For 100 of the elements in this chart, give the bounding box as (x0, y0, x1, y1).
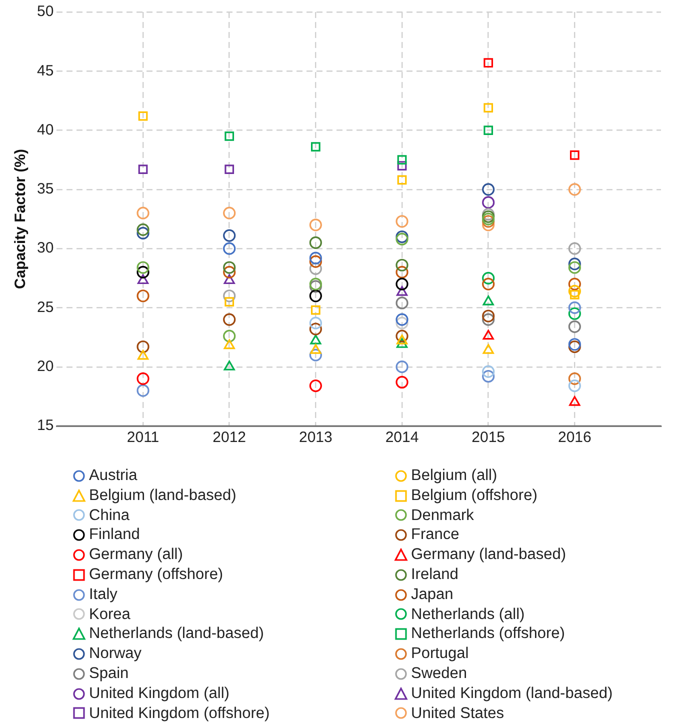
point (396, 296, 408, 310)
point (482, 196, 495, 209)
point (309, 322, 322, 336)
point (310, 142, 320, 152)
x-tick-label: 2016 (558, 429, 592, 446)
point (223, 290, 236, 302)
point (568, 340, 581, 354)
point (223, 313, 236, 326)
legend-label: Netherlands (all) (411, 604, 525, 624)
point (396, 215, 408, 228)
point (223, 261, 236, 274)
point (397, 161, 407, 170)
point (568, 258, 581, 270)
legend-label: Netherlands (land-based) (89, 624, 264, 644)
point (136, 206, 150, 220)
point (482, 215, 495, 228)
point (136, 226, 150, 240)
y-tick-label: 15 (36, 417, 54, 434)
point (310, 344, 322, 354)
point (136, 261, 150, 274)
point (482, 365, 495, 378)
point (482, 310, 495, 322)
y-tick-label: 20 (36, 358, 54, 375)
legend-label: Netherlands (offshore) (411, 624, 565, 644)
point (397, 175, 407, 185)
legend-label: Norway (89, 644, 142, 664)
point (568, 261, 581, 274)
point (223, 206, 236, 220)
legend-label: Sweden (411, 664, 468, 684)
point (309, 379, 322, 392)
point (224, 274, 235, 284)
point (396, 330, 408, 342)
point (223, 266, 236, 279)
point (138, 164, 148, 174)
point (137, 274, 149, 284)
legend-label: United Kingdom (offshore) (89, 704, 270, 724)
point (568, 301, 581, 314)
x-tick-label: 2015 (472, 429, 506, 446)
point (309, 252, 322, 264)
legend-label: Germany (all) (89, 545, 183, 565)
point (224, 360, 235, 370)
legend-label: Spain (89, 664, 129, 684)
point (568, 372, 581, 385)
point (482, 183, 495, 196)
legend-label: Belgium (offshore) (411, 486, 538, 506)
point (224, 132, 234, 141)
point (570, 150, 580, 160)
point (223, 330, 236, 342)
point (223, 242, 236, 255)
point (396, 232, 408, 246)
point (482, 296, 494, 306)
point (136, 384, 150, 397)
point (223, 229, 236, 242)
legend-label: Belgium (land-based) (89, 486, 236, 506)
point (396, 286, 408, 296)
legend-label: Italy (89, 584, 118, 605)
legend-label: Belgium (all) (411, 466, 498, 486)
point (568, 379, 581, 392)
point (482, 218, 495, 232)
point (136, 340, 150, 354)
point (309, 280, 322, 293)
legend-label: Denmark (411, 506, 474, 526)
legend-label: France (411, 525, 460, 546)
x-tick-label: 2013 (298, 429, 332, 446)
point (136, 223, 150, 236)
legend-label: Finland (89, 525, 140, 546)
point (397, 155, 407, 165)
point (309, 236, 322, 249)
point (568, 242, 581, 255)
point (310, 305, 320, 315)
point (224, 164, 234, 174)
legend-label: Austria (89, 466, 138, 486)
legend-label: Portugal (411, 644, 469, 664)
point (568, 284, 581, 298)
legend-label: United States (411, 704, 504, 724)
y-tick-label: 50 (36, 3, 54, 20)
legend-label: Ireland (411, 564, 458, 585)
point (136, 266, 150, 279)
legend-label: United Kingdom (land-based) (411, 684, 613, 704)
point (309, 316, 322, 330)
point (569, 396, 580, 406)
point (224, 297, 234, 306)
x-tick-label: 2012 (212, 429, 246, 446)
legend-label: Germany (land-based) (411, 545, 566, 565)
point (309, 348, 322, 362)
point (224, 339, 235, 350)
y-tick-label: 30 (36, 240, 54, 257)
point (482, 344, 494, 354)
point (309, 255, 322, 268)
point (484, 126, 494, 135)
point (396, 266, 408, 279)
point (396, 334, 408, 344)
point (136, 372, 150, 385)
y-tick-label: 40 (36, 121, 54, 138)
point (482, 208, 495, 221)
legend-label: Korea (89, 604, 130, 624)
point (482, 278, 495, 290)
point (482, 313, 495, 326)
point (396, 376, 408, 389)
y-tick-label: 45 (36, 62, 54, 80)
